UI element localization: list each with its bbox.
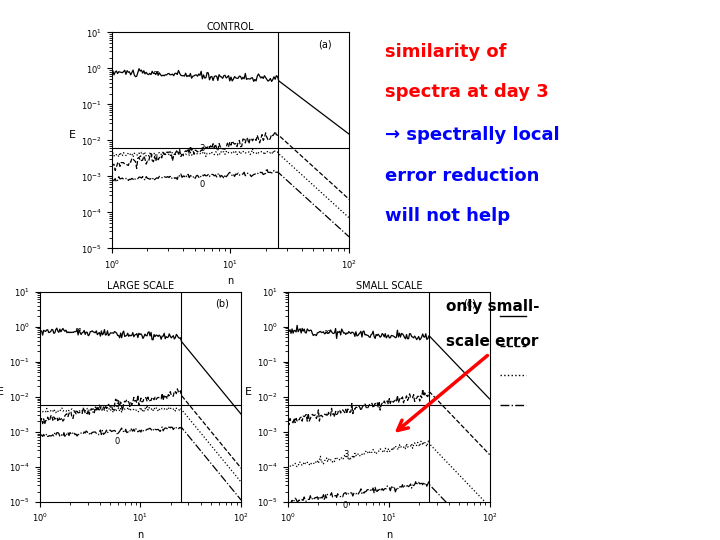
Text: 3: 3 — [114, 400, 120, 409]
Text: (a): (a) — [318, 39, 332, 50]
Text: 0: 0 — [343, 501, 348, 510]
Title: LARGE SCALE: LARGE SCALE — [107, 281, 174, 291]
Title: CONTROL: CONTROL — [207, 22, 254, 32]
X-axis label: n: n — [228, 276, 233, 286]
Text: error reduction: error reduction — [385, 167, 539, 185]
Text: 0: 0 — [114, 437, 120, 445]
Y-axis label: E: E — [69, 130, 76, 140]
X-axis label: n: n — [386, 530, 392, 540]
Text: scale error: scale error — [446, 334, 539, 349]
Title: SMALL SCALE: SMALL SCALE — [356, 281, 422, 291]
Text: (c): (c) — [464, 298, 477, 308]
Y-axis label: E: E — [0, 387, 4, 397]
X-axis label: n: n — [138, 530, 143, 540]
Text: $\infty$: $\infty$ — [152, 68, 161, 77]
Text: will not help: will not help — [385, 207, 510, 225]
Text: $\infty$: $\infty$ — [323, 327, 330, 336]
Text: (b): (b) — [215, 298, 229, 308]
Text: $\infty$: $\infty$ — [74, 325, 82, 334]
Text: 0: 0 — [199, 180, 204, 189]
Text: 3: 3 — [199, 144, 205, 153]
Y-axis label: E: E — [246, 387, 253, 397]
Text: 3: 3 — [343, 450, 348, 460]
Text: only small-: only small- — [446, 299, 540, 314]
Text: → spectrally local: → spectrally local — [385, 126, 560, 144]
Text: spectra at day 3: spectra at day 3 — [385, 83, 549, 101]
Text: similarity of: similarity of — [385, 43, 507, 60]
